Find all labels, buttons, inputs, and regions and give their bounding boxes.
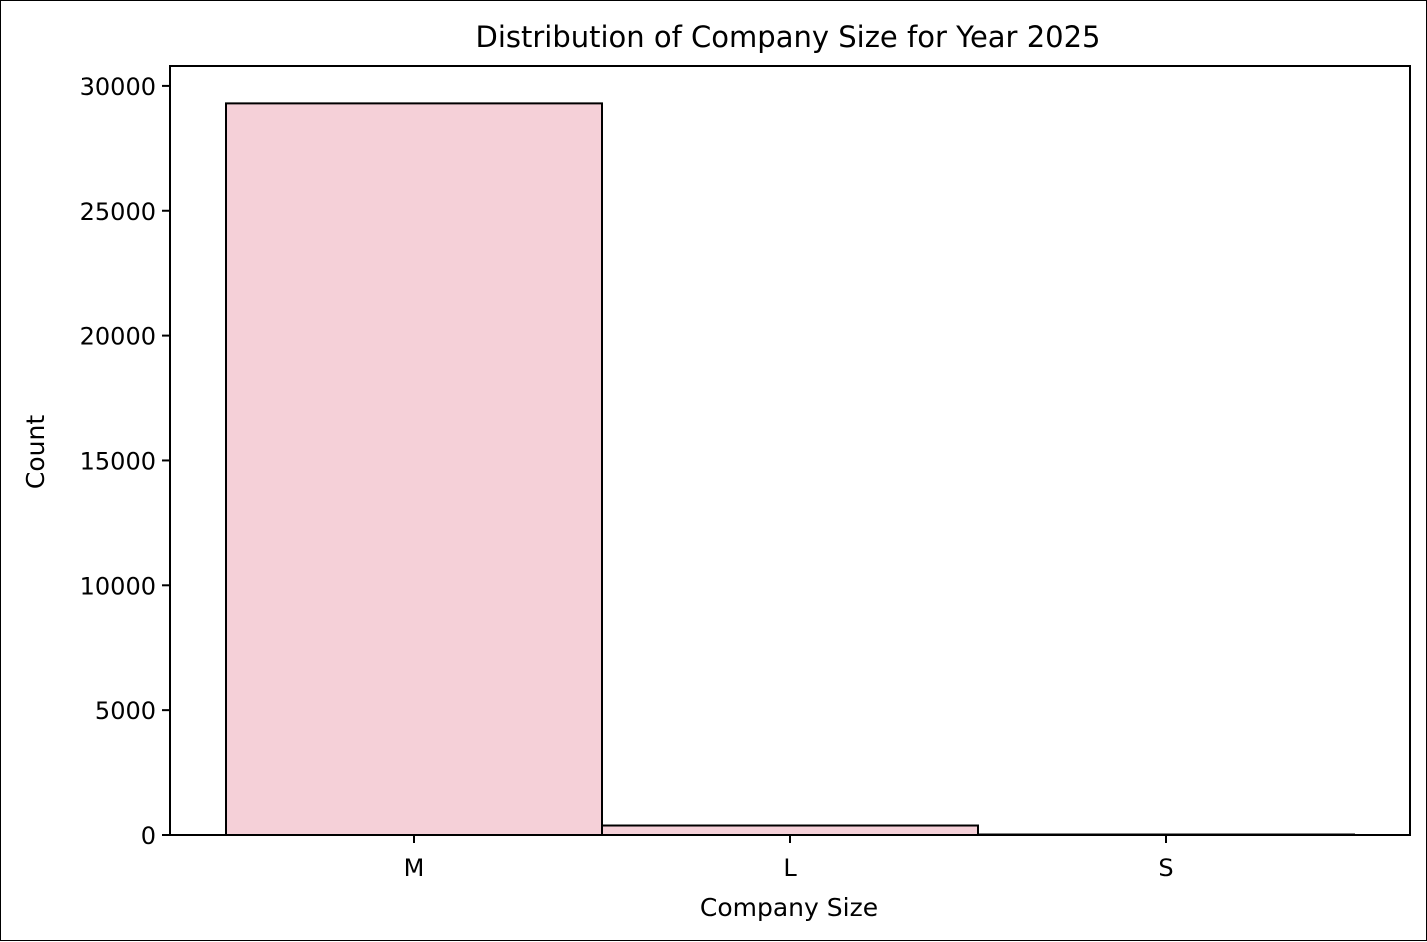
y-tick-label: 20000	[80, 323, 156, 351]
y-tick-label: 10000	[80, 572, 156, 600]
x-tick-label-l: L	[783, 854, 797, 882]
y-tick-label: 15000	[80, 447, 156, 475]
x-axis-label: Company Size	[700, 893, 878, 922]
bar-m	[225, 102, 603, 836]
y-tick-label: 0	[141, 822, 156, 850]
y-axis-ticks: 0 5000 10000 15000 20000 25000 30000	[80, 73, 170, 850]
bars-group	[225, 102, 1355, 837]
y-tick-label: 25000	[80, 198, 156, 226]
plot-area-frame	[169, 65, 1411, 836]
y-tick-label: 5000	[95, 697, 156, 725]
x-tick-label-s: S	[1158, 854, 1173, 882]
chart-title: Distribution of Company Size for Year 20…	[475, 20, 1100, 54]
x-tick-label-m: M	[404, 854, 425, 882]
y-axis-label: Count	[21, 415, 50, 489]
bar-l	[601, 824, 979, 837]
y-tick-label: 30000	[80, 73, 156, 101]
